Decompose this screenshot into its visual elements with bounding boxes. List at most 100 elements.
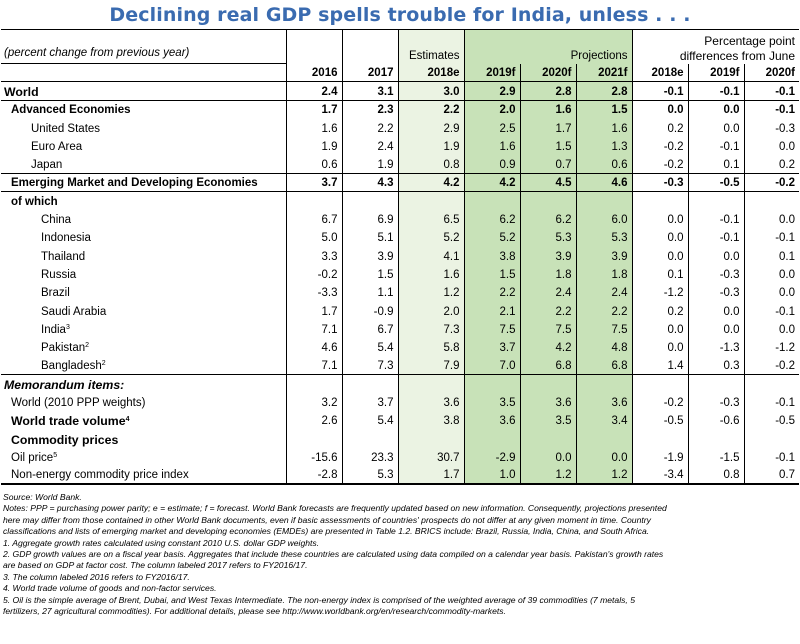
table-cell: 2.3 — [341, 99, 398, 119]
table-cell: 0.0 — [687, 99, 745, 119]
row-label-text: Memorandum items: — [4, 377, 125, 392]
table-cell: 5.8 — [397, 337, 464, 357]
table-row: Advanced Economies 1.7 2.3 2.2 2.0 1.6 1.5 0.0 0… — [1, 99, 800, 119]
row-label: Non-energy commodity price index — [1, 466, 286, 486]
table-cell: 0.0 — [631, 246, 689, 265]
table-cell: 0.0 — [687, 319, 745, 338]
table-cell: 2.2 — [341, 118, 398, 137]
table-cell: 5.2 — [397, 228, 464, 247]
table-cell: 1.6 — [397, 264, 464, 284]
table-cell: 1.8 — [575, 264, 633, 284]
table-row: China 6.7 6.9 6.5 6.2 6.2 6.0 0.0 -0.1 0.0 — [1, 209, 800, 229]
footnote-line: are based on GDP at factor cost. The col… — [3, 560, 308, 571]
footnotes: Source: World Bank. Notes: PPP = purchasi… — [3, 492, 797, 617]
row-label-text: World trade volume — [11, 414, 126, 429]
row-label-text: Thailand — [41, 250, 86, 263]
table-row: Thailand 3.3 3.9 4.1 3.8 3.9 3.9 0.0 0.0 0.1 — [1, 246, 800, 265]
table-cell: 1.5 — [463, 264, 520, 284]
table-cell: -0.1 — [687, 136, 745, 155]
footnote-line: 2. GDP growth values are on a fiscal yea… — [3, 549, 664, 560]
table-row: World 2.4 3.1 3.0 2.9 2.8 2.8 -0.1 -0.1 -0.1 — [1, 81, 800, 101]
table-cell — [285, 191, 342, 210]
table-cell: 3.6 — [463, 411, 520, 430]
row-label-text: Emerging Market and Developing Economies — [11, 177, 258, 190]
table-cell — [519, 429, 576, 448]
table-cell: -0.3 — [631, 172, 689, 193]
table-row: Memorandum items: — [1, 374, 800, 393]
row-label: Brazil — [1, 283, 286, 301]
table-cell: 0.0 — [687, 118, 745, 137]
row-label: Pakistan2 — [1, 338, 286, 356]
footnote-line: 4. World trade volume of goods and non-f… — [3, 583, 217, 594]
table-cell — [463, 429, 520, 448]
table-cell: 0.1 — [743, 246, 800, 265]
row-label: Memorandum items: — [1, 374, 286, 393]
table-cell: 3.6 — [575, 392, 633, 412]
table-cell: 1.2 — [397, 283, 464, 302]
row-label: Advanced Economies — [1, 99, 286, 119]
table-cell: 1.2 — [519, 466, 576, 486]
table-cell: 2.6 — [285, 411, 342, 430]
table-cell: 2.4 — [575, 283, 633, 302]
year-header: 2020f — [519, 63, 576, 83]
footnote-line: Notes: PPP = purchasing power parity; e … — [3, 503, 667, 514]
table-cell: 0.7 — [743, 466, 800, 486]
table-cell: 2.4 — [519, 283, 576, 302]
table-cell: 1.1 — [341, 283, 398, 302]
table-cell: 0.6 — [285, 154, 342, 174]
table-cell — [575, 191, 633, 210]
table-cell: -0.2 — [631, 392, 689, 412]
table-cell: 30.7 — [397, 447, 464, 467]
table-cell: 3.9 — [519, 246, 576, 265]
table-row: Indonesia 5.0 5.1 5.2 5.2 5.3 5.3 0.0 -0.1 -0.1 — [1, 228, 800, 247]
table-cell: 5.3 — [575, 228, 633, 247]
table-cell: 3.5 — [463, 392, 520, 412]
table-cell: 0.0 — [743, 264, 800, 284]
table-cell: -0.1 — [743, 81, 800, 101]
year-header: 2020f — [743, 63, 800, 83]
row-label: Thailand — [1, 246, 286, 264]
table-cell: 3.6 — [519, 392, 576, 412]
table-cell: 1.6 — [519, 99, 576, 119]
table-cell: -2.8 — [285, 466, 342, 486]
table-cell: 3.6 — [397, 392, 464, 412]
table-cell: 4.3 — [341, 172, 398, 193]
table-cell: 1.0 — [463, 466, 520, 486]
row-label-text: Oil price — [11, 452, 54, 465]
table-cell: 1.7 — [285, 99, 342, 119]
table-cell: -0.6 — [687, 411, 745, 430]
table-cell: 1.9 — [341, 154, 398, 174]
table-cell: 4.6 — [575, 172, 633, 193]
table-cell: -0.1 — [743, 392, 800, 412]
row-label: World (2010 PPP weights) — [1, 393, 286, 411]
table-cell: -1.2 — [631, 283, 689, 302]
table-cell: 1.3 — [575, 136, 633, 155]
table-cell: 4.2 — [397, 172, 464, 193]
table-cell: 0.0 — [687, 246, 745, 265]
table-cell: 6.7 — [341, 319, 398, 338]
table-cell: 0.0 — [519, 447, 576, 467]
table-cell: 7.1 — [285, 356, 342, 375]
row-label: World trade volume4 — [1, 411, 286, 429]
table-cell: 0.2 — [631, 301, 689, 320]
table-cell: -0.3 — [743, 118, 800, 137]
table-cell: -1.5 — [687, 447, 745, 467]
table-cell — [519, 191, 576, 210]
footnote-line: classifications and lists of emerging ma… — [3, 526, 650, 537]
table-cell: 3.3 — [285, 246, 342, 265]
table-cell: -1.2 — [743, 337, 800, 357]
row-label-text: Japan — [31, 158, 63, 171]
table-cell: 0.0 — [687, 301, 745, 320]
table-cell — [687, 429, 745, 448]
table-cell: 3.9 — [575, 246, 633, 265]
table-cell: 6.8 — [519, 356, 576, 375]
footnote-marker: 2 — [85, 342, 90, 350]
table-cell — [687, 374, 745, 393]
table-cell: 4.1 — [397, 246, 464, 265]
table-cell: -3.3 — [285, 283, 342, 302]
table-cell: 1.6 — [463, 136, 520, 155]
table-cell: -0.1 — [743, 228, 800, 247]
row-label: Commodity prices — [1, 429, 286, 447]
table-cell — [463, 374, 520, 393]
table-cell: -0.2 — [285, 264, 342, 284]
